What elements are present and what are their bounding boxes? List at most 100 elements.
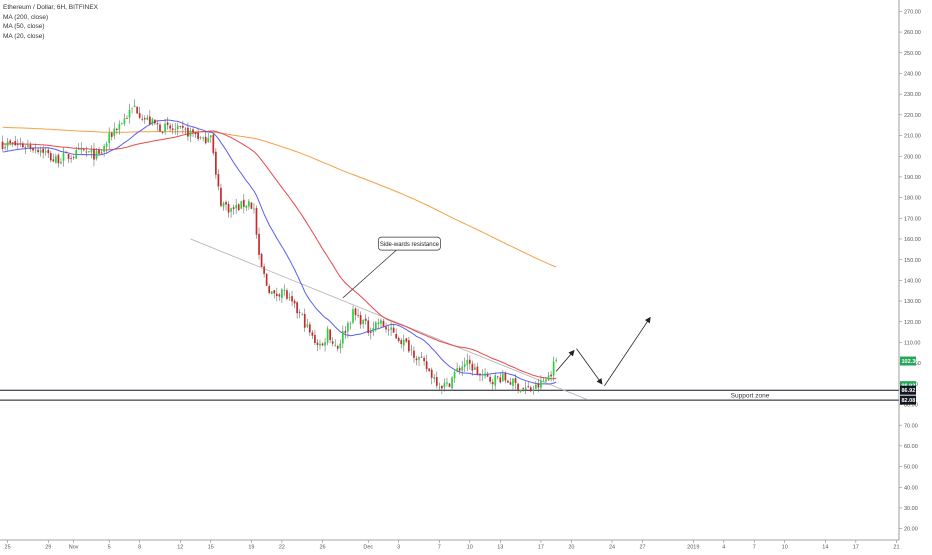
candle-body-up	[433, 377, 436, 379]
candle-body-up	[446, 382, 448, 384]
candle-body-down	[298, 312, 301, 314]
candle	[22, 141, 24, 149]
legend-ma200: MA (200, close)	[3, 13, 49, 21]
candle	[105, 141, 108, 154]
candle-body-down	[275, 293, 278, 297]
candle-body-up	[377, 322, 380, 324]
candle-body-down	[11, 142, 14, 144]
x-tick-label: 4	[722, 545, 725, 551]
candle-body-down	[367, 320, 370, 333]
candle-body-down	[550, 374, 552, 377]
candle-body-down	[217, 174, 220, 187]
candle	[174, 123, 177, 135]
candle	[240, 200, 243, 210]
candle	[227, 201, 230, 218]
candle	[255, 205, 258, 239]
candle-body-down	[171, 128, 174, 130]
candle	[70, 154, 72, 163]
candle	[441, 385, 443, 395]
candle	[265, 273, 268, 287]
price-label: 86.92	[900, 385, 916, 395]
candle	[458, 365, 461, 375]
candle-body-up	[209, 135, 212, 138]
candle	[489, 374, 491, 385]
candle	[42, 145, 45, 159]
candle	[273, 289, 276, 299]
candle-body-down	[496, 376, 499, 378]
candle-body-down	[9, 140, 12, 144]
candle	[100, 148, 103, 156]
candle-body-down	[29, 145, 32, 149]
x-tick-label: 27	[639, 545, 645, 551]
candle	[154, 119, 156, 126]
candle	[420, 352, 423, 358]
candle-body-up	[524, 387, 527, 390]
candle	[319, 339, 321, 350]
candle-body-up	[6, 141, 9, 147]
candle-body-up	[151, 118, 154, 125]
candle	[357, 308, 359, 318]
candle	[451, 375, 453, 391]
candle	[169, 122, 171, 132]
candle	[491, 379, 494, 390]
candle	[207, 133, 210, 143]
candle-body-up	[189, 130, 192, 137]
candle	[34, 143, 37, 154]
candle	[347, 321, 349, 339]
candle-body-down	[237, 204, 240, 211]
candle	[291, 290, 293, 307]
candle-body-down	[308, 324, 311, 333]
y-tick-label: 160.00	[904, 237, 921, 243]
candle-body-up	[453, 371, 456, 379]
ma20-line	[2, 119, 557, 385]
candle-body-up	[240, 201, 243, 209]
candle	[126, 115, 128, 120]
candle	[397, 336, 400, 343]
candle-body-up	[270, 291, 273, 295]
candle	[217, 169, 220, 191]
candle	[479, 373, 481, 382]
candle	[32, 147, 34, 153]
candle-body-down	[161, 131, 164, 133]
candle	[446, 377, 448, 387]
candle	[212, 133, 215, 156]
candle	[463, 357, 466, 372]
candle-body-down	[316, 342, 319, 345]
y-tick-label: 70.00	[904, 423, 918, 429]
candle-body-up	[199, 137, 202, 138]
candle-body-down	[194, 132, 197, 135]
candle-body-up	[131, 107, 133, 109]
candle-body-up	[202, 137, 205, 139]
price-label-text: 86.92	[902, 388, 916, 394]
candle	[225, 200, 227, 211]
candle	[199, 136, 202, 140]
candle-body-down	[385, 326, 387, 330]
candle	[341, 325, 344, 349]
candle	[113, 122, 116, 140]
price-label-bg	[900, 356, 916, 366]
candle-body-up	[90, 149, 93, 153]
candle	[237, 203, 240, 211]
candle-body-up	[281, 289, 283, 298]
forecast-arrow-1	[555, 349, 575, 372]
candle-body-up	[339, 343, 342, 349]
candle-body-up	[77, 149, 80, 150]
candle	[532, 385, 535, 395]
candle-body-up	[542, 381, 545, 383]
candle-body-down	[22, 143, 24, 148]
candle	[390, 321, 392, 337]
candle-body-up	[484, 373, 486, 377]
candle-body-down	[98, 149, 100, 154]
candle-body-down	[504, 373, 507, 381]
candle	[486, 371, 489, 378]
candle-body-up	[372, 327, 375, 333]
candle	[260, 252, 263, 268]
candle-body-down	[435, 377, 438, 386]
candle	[382, 318, 385, 328]
candle	[316, 338, 319, 352]
candle-body-down	[184, 128, 187, 130]
candle-body-down	[19, 143, 22, 145]
candle-body-down	[441, 385, 443, 389]
